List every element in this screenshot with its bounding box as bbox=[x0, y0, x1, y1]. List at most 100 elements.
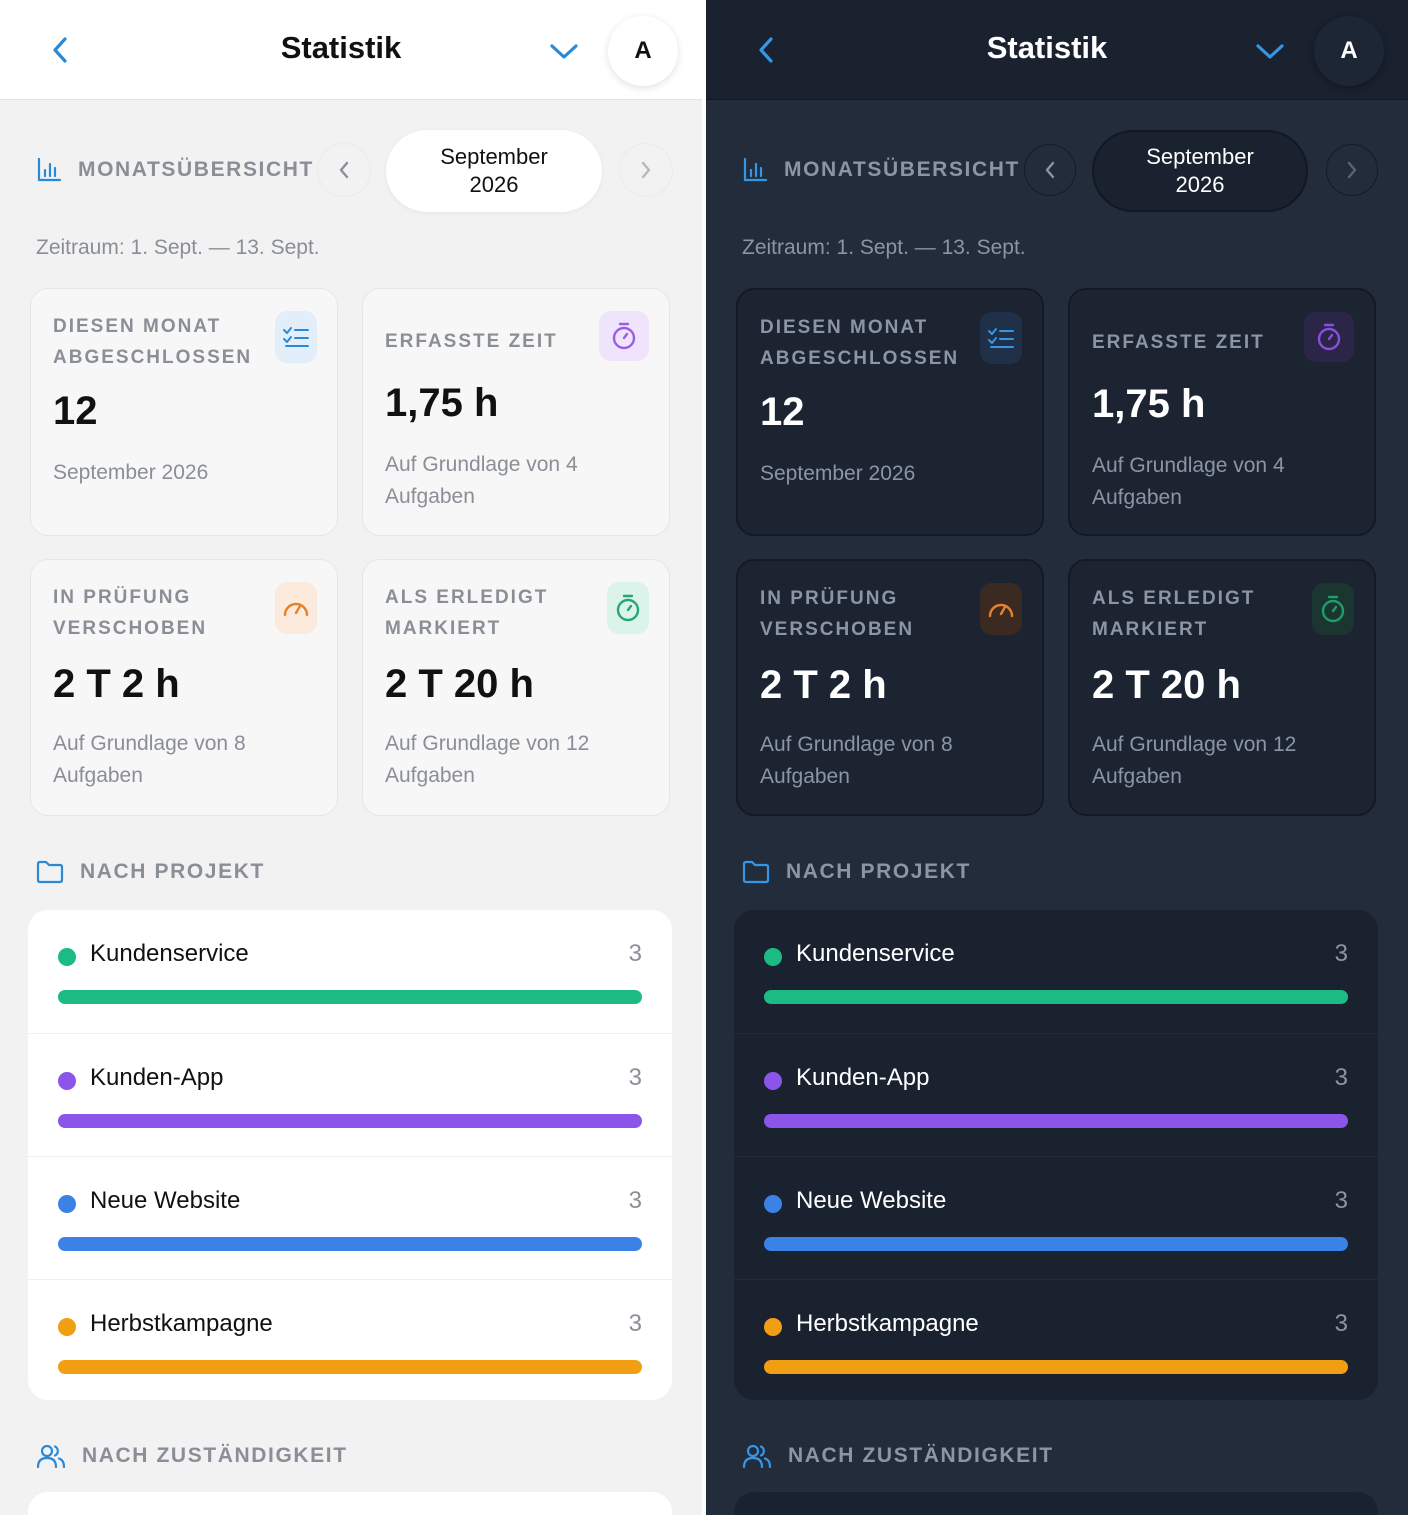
project-row[interactable]: Neue Website 3 bbox=[734, 1156, 1378, 1279]
responsibility-section-text: NACH ZUSTÄNDIGKEIT bbox=[788, 1444, 1054, 1467]
project-color-dot bbox=[58, 1072, 76, 1090]
responsibility-list bbox=[28, 1492, 672, 1515]
project-row[interactable]: Kunden-App 3 bbox=[28, 1033, 672, 1156]
checklist-icon bbox=[275, 311, 317, 363]
project-name: Kundenservice bbox=[90, 940, 249, 967]
project-progress-bar bbox=[764, 1237, 1348, 1251]
project-progress-bar bbox=[764, 990, 1348, 1004]
project-name: Kundenservice bbox=[796, 940, 955, 967]
chevron-left-icon bbox=[759, 37, 773, 63]
month-year: 2026 bbox=[469, 172, 519, 197]
project-count: 3 bbox=[1334, 1064, 1348, 1091]
stat-card-tracked-time: ERFASSTE ZEIT 1,75 h Auf Grundlage von 4… bbox=[362, 288, 670, 536]
project-row[interactable]: Herbstkampagne 3 bbox=[28, 1279, 672, 1400]
card-subtitle: September 2026 bbox=[53, 461, 209, 484]
project-row[interactable]: Kunden-App 3 bbox=[734, 1033, 1378, 1156]
dropdown-button[interactable] bbox=[1250, 32, 1290, 72]
dropdown-button[interactable] bbox=[544, 32, 584, 72]
month-year: 2026 bbox=[1175, 172, 1225, 197]
project-row[interactable]: Neue Website 3 bbox=[28, 1156, 672, 1279]
folder-icon bbox=[36, 860, 64, 884]
stat-card-completed: DIESEN MONAT ABGESCHLOSSEN 12 September … bbox=[736, 288, 1044, 536]
project-color-dot bbox=[58, 1195, 76, 1213]
project-progress-bar bbox=[764, 1114, 1348, 1128]
project-count: 3 bbox=[628, 940, 642, 967]
card-label: ERFASSTE ZEIT bbox=[1092, 332, 1265, 353]
chevron-right-icon bbox=[1347, 161, 1357, 179]
users-icon bbox=[742, 1443, 772, 1469]
project-color-dot bbox=[58, 948, 76, 966]
next-month-button[interactable] bbox=[1326, 144, 1378, 196]
card-value: 12 bbox=[53, 389, 98, 433]
prev-month-button[interactable] bbox=[1024, 144, 1076, 196]
avatar[interactable]: A bbox=[1314, 16, 1384, 86]
card-value: 2 T 2 h bbox=[53, 662, 180, 706]
next-month-button[interactable] bbox=[620, 144, 672, 196]
card-value: 2 T 2 h bbox=[760, 663, 887, 707]
month-name: September bbox=[440, 144, 548, 169]
project-count: 3 bbox=[1334, 1187, 1348, 1214]
project-row[interactable]: Herbstkampagne 3 bbox=[734, 1279, 1378, 1400]
project-name: Neue Website bbox=[90, 1187, 241, 1214]
responsibility-list bbox=[734, 1492, 1378, 1515]
chevron-left-icon bbox=[53, 37, 67, 63]
stat-card-tracked-time: ERFASSTE ZEIT 1,75 h Auf Grundlage von 4… bbox=[1068, 288, 1376, 536]
card-subtitle: Auf Grundlage von 12 Aufgaben bbox=[1092, 733, 1297, 788]
card-label: ALS ERLEDIGT MARKIERT bbox=[385, 587, 549, 639]
project-progress-bar bbox=[764, 1360, 1348, 1374]
back-button[interactable] bbox=[746, 30, 786, 70]
card-value: 1,75 h bbox=[385, 381, 499, 425]
chevron-left-icon bbox=[1045, 161, 1055, 179]
project-color-dot bbox=[764, 1072, 782, 1090]
project-row[interactable]: Kundenservice 3 bbox=[28, 910, 672, 1033]
card-value: 2 T 20 h bbox=[1092, 663, 1241, 707]
month-overview-row: MONATSÜBERSICHT September 2026 bbox=[36, 130, 702, 212]
card-label: ALS ERLEDIGT MARKIERT bbox=[1092, 588, 1256, 640]
dark-panel: Statistik A MONATSÜBERSICHT September 20… bbox=[706, 0, 1408, 1515]
projects-section-label: NACH PROJEKT bbox=[742, 860, 971, 884]
card-value: 1,75 h bbox=[1092, 382, 1206, 426]
users-icon bbox=[36, 1443, 66, 1469]
timer-icon bbox=[599, 311, 649, 361]
projects-list: Kundenservice 3 Kunden-App 3 Neue Websit… bbox=[734, 910, 1378, 1400]
project-row[interactable]: Kundenservice 3 bbox=[734, 910, 1378, 1033]
prev-month-button[interactable] bbox=[318, 144, 370, 196]
project-color-dot bbox=[58, 1318, 76, 1336]
projects-section-text: NACH PROJEKT bbox=[786, 860, 971, 883]
chevron-left-icon bbox=[339, 161, 349, 179]
card-label: IN PRÜFUNG VERSCHOBEN bbox=[760, 588, 915, 640]
project-progress-bar bbox=[58, 990, 642, 1004]
card-label: ERFASSTE ZEIT bbox=[385, 331, 558, 352]
stat-card-in-review: IN PRÜFUNG VERSCHOBEN 2 T 2 h Auf Grundl… bbox=[736, 559, 1044, 816]
responsibility-section-label: NACH ZUSTÄNDIGKEIT bbox=[36, 1443, 348, 1469]
project-progress-bar bbox=[58, 1360, 642, 1374]
folder-icon bbox=[742, 860, 770, 884]
stat-card-in-review: IN PRÜFUNG VERSCHOBEN 2 T 2 h Auf Grundl… bbox=[30, 559, 338, 816]
date-range: Zeitraum: 1. Sept. — 13. Sept. bbox=[36, 236, 320, 259]
project-name: Herbstkampagne bbox=[90, 1310, 273, 1337]
month-selector[interactable]: September 2026 bbox=[1092, 130, 1308, 212]
projects-section-label: NACH PROJEKT bbox=[36, 860, 265, 884]
month-overview-label: MONATSÜBERSICHT bbox=[36, 157, 314, 183]
project-count: 3 bbox=[1334, 940, 1348, 967]
timer-check-icon bbox=[1312, 583, 1354, 635]
card-subtitle: Auf Grundlage von 8 Aufgaben bbox=[760, 733, 953, 788]
project-color-dot bbox=[764, 1318, 782, 1336]
project-progress-bar bbox=[58, 1114, 642, 1128]
card-subtitle: Auf Grundlage von 8 Aufgaben bbox=[53, 732, 246, 787]
responsibility-section-text: NACH ZUSTÄNDIGKEIT bbox=[82, 1444, 348, 1467]
avatar[interactable]: A bbox=[608, 16, 678, 86]
project-color-dot bbox=[764, 948, 782, 966]
card-subtitle: Auf Grundlage von 12 Aufgaben bbox=[385, 732, 590, 787]
month-overview-text: MONATSÜBERSICHT bbox=[784, 158, 1020, 181]
projects-section-text: NACH PROJEKT bbox=[80, 860, 265, 883]
stat-card-marked-done: ALS ERLEDIGT MARKIERT 2 T 20 h Auf Grund… bbox=[362, 559, 670, 816]
app-header: Statistik A bbox=[706, 0, 1408, 100]
gauge-icon bbox=[275, 582, 317, 634]
card-value: 2 T 20 h bbox=[385, 662, 534, 706]
back-button[interactable] bbox=[40, 30, 80, 70]
stat-card-completed: DIESEN MONAT ABGESCHLOSSEN 12 September … bbox=[30, 288, 338, 536]
month-selector[interactable]: September 2026 bbox=[386, 130, 602, 212]
date-range: Zeitraum: 1. Sept. — 13. Sept. bbox=[742, 236, 1026, 259]
bar-chart-icon bbox=[742, 157, 768, 183]
